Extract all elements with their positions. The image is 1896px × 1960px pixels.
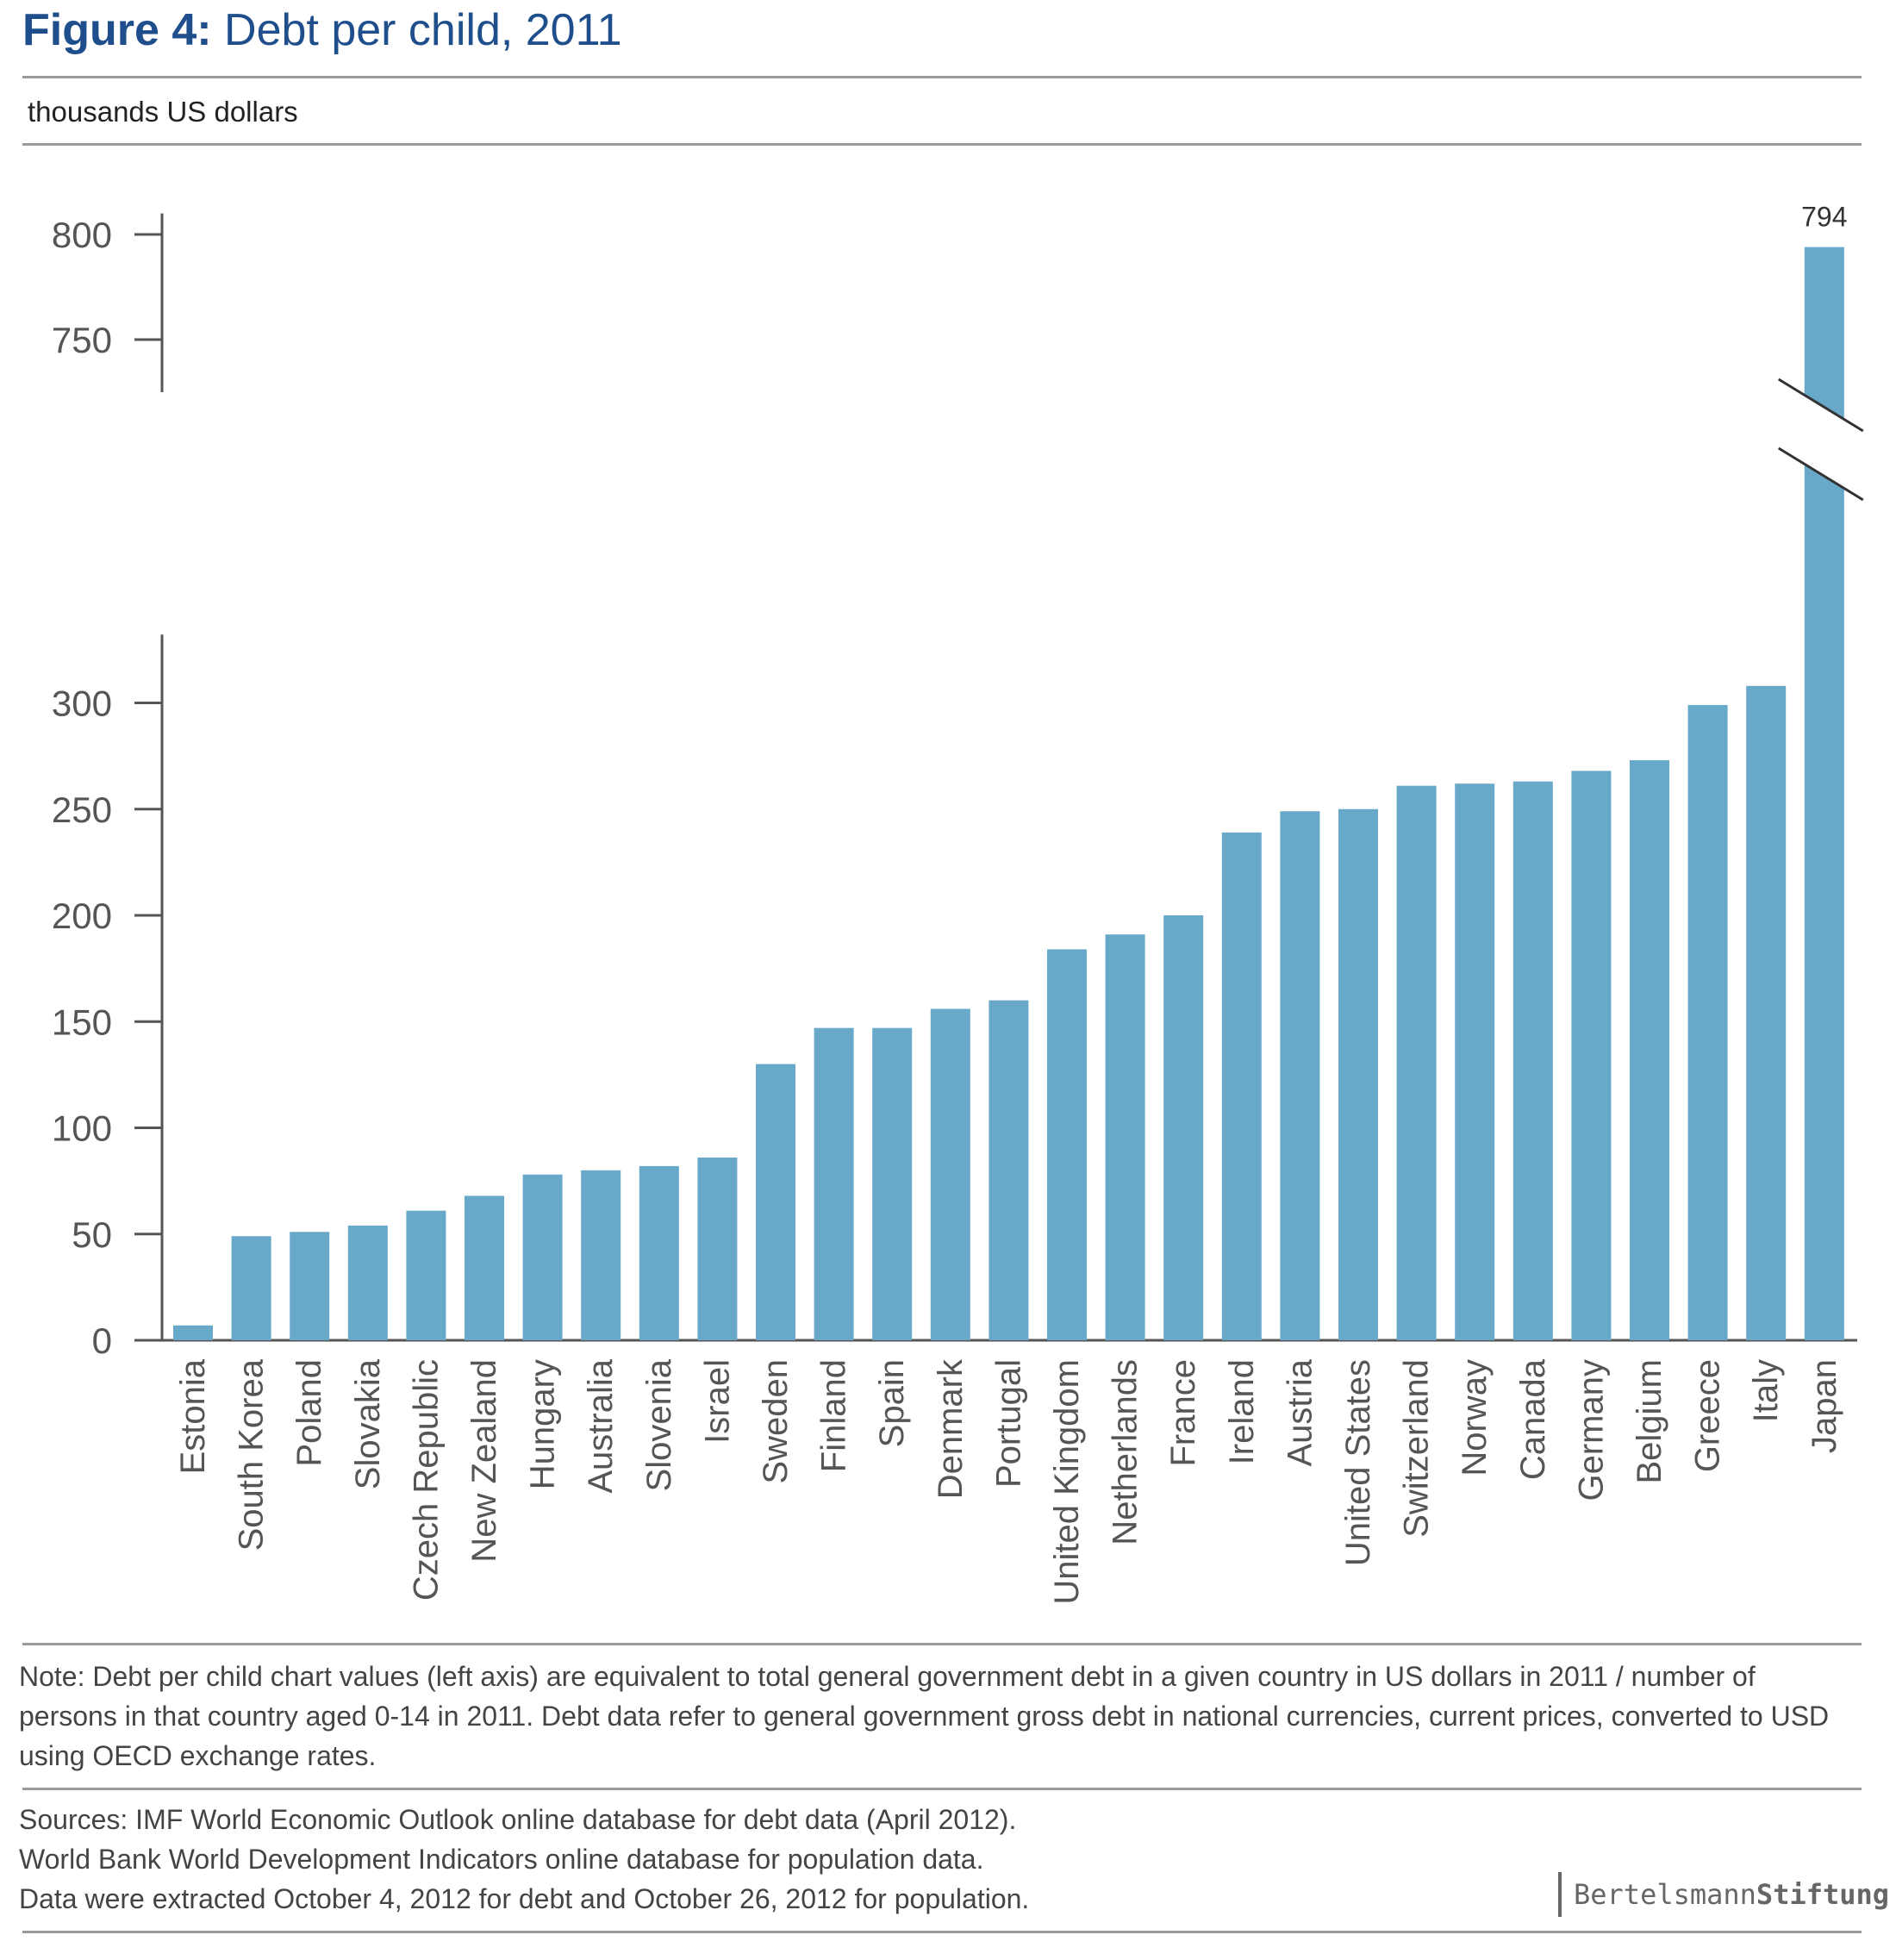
x-tick-label: Netherlands bbox=[1107, 1359, 1144, 1545]
x-tick-label: Estonia bbox=[174, 1358, 212, 1474]
note-line: using OECD exchange rates. bbox=[19, 1740, 377, 1771]
bar-ireland bbox=[1221, 832, 1262, 1340]
x-tick-label: Portugal bbox=[989, 1359, 1027, 1488]
brand-part2: Stiftung bbox=[1756, 1878, 1890, 1911]
bar-new-zealand bbox=[465, 1195, 504, 1340]
bar-united-states bbox=[1338, 808, 1378, 1340]
sources-line: World Bank World Development Indicators … bbox=[19, 1844, 984, 1875]
x-tick-label: Ireland bbox=[1223, 1359, 1261, 1464]
figure-title: Figure 4: Debt per child, 2011 bbox=[22, 2, 622, 59]
bar-hungary bbox=[522, 1174, 563, 1340]
x-tick-label: Greece bbox=[1689, 1359, 1727, 1472]
bar-slovakia bbox=[347, 1225, 388, 1340]
axis-break-gap bbox=[1778, 379, 1863, 500]
x-tick-label: Denmark bbox=[932, 1358, 970, 1499]
x-tick-label: Belgium bbox=[1631, 1359, 1668, 1484]
x-tick-label: Spain bbox=[873, 1359, 911, 1447]
bar-belgium bbox=[1630, 760, 1669, 1340]
note-line: Note: Debt per child chart values (left … bbox=[19, 1661, 1756, 1692]
bar-norway bbox=[1455, 783, 1495, 1340]
figure-title-text: Debt per child, 2011 bbox=[224, 5, 622, 55]
x-tick-label: United States bbox=[1339, 1359, 1377, 1566]
data-label: 794 bbox=[1801, 202, 1847, 233]
x-tick-label: Slovenia bbox=[640, 1358, 678, 1491]
sources-line: Sources: IMF World Economic Outlook onli… bbox=[19, 1804, 1017, 1835]
x-tick-label: Japan bbox=[1806, 1359, 1843, 1453]
footer-rule bbox=[22, 1931, 1862, 1933]
bar-chart: 0 50 100 150 200 250 300 750 800 Estonia South Kor… bbox=[52, 202, 1864, 1605]
note-line: persons in that country aged 0-14 in 201… bbox=[19, 1701, 1830, 1732]
y-tick-label: 750 bbox=[52, 320, 112, 360]
note-rule bbox=[22, 1643, 1862, 1645]
y-tick-label: 100 bbox=[52, 1108, 112, 1149]
x-tick-label: South Korea bbox=[233, 1358, 271, 1551]
axis-break-mark bbox=[1778, 446, 1864, 502]
y-tick-label: 250 bbox=[52, 790, 112, 830]
sources-line: Data were extracted October 4, 2012 for … bbox=[19, 1883, 1030, 1914]
bar-czech-republic bbox=[406, 1210, 446, 1340]
x-tick-label: Hungary bbox=[524, 1359, 562, 1489]
x-tick-label: Finland bbox=[815, 1359, 853, 1472]
bar-slovenia bbox=[639, 1165, 679, 1340]
bar-south-korea bbox=[231, 1236, 271, 1340]
bar-denmark bbox=[930, 1008, 970, 1340]
bar-portugal bbox=[989, 1000, 1029, 1340]
x-tick-label: United Kingdom bbox=[1048, 1359, 1086, 1605]
x-tick-label: Canada bbox=[1514, 1358, 1552, 1480]
sources-text: Sources: IMF World Economic Outlook onli… bbox=[19, 1800, 1846, 1919]
sources-rule bbox=[22, 1788, 1862, 1790]
brand-part1: Bertelsmann bbox=[1574, 1878, 1756, 1911]
bar-sweden bbox=[756, 1064, 795, 1340]
bar-spain bbox=[872, 1027, 913, 1340]
y-tick-label: 300 bbox=[52, 684, 112, 724]
x-tick-label: Austria bbox=[1281, 1358, 1319, 1466]
title-rule bbox=[22, 76, 1862, 78]
bar-poland bbox=[290, 1232, 330, 1340]
bar-italy bbox=[1746, 685, 1787, 1340]
x-tick-label: Australia bbox=[582, 1358, 620, 1493]
x-tick-label: France bbox=[1164, 1359, 1202, 1467]
note-text: Note: Debt per child chart values (left … bbox=[19, 1657, 1846, 1776]
bar-netherlands bbox=[1105, 934, 1145, 1340]
bar-greece bbox=[1687, 704, 1728, 1340]
bar-switzerland bbox=[1396, 785, 1437, 1340]
x-tick-label: Slovakia bbox=[349, 1358, 387, 1489]
unit-label: thousands US dollars bbox=[28, 96, 298, 128]
x-tick-label: Italy bbox=[1747, 1359, 1785, 1422]
x-tick-label: Israel bbox=[698, 1359, 736, 1444]
figure-label: Figure 4: bbox=[22, 5, 212, 55]
x-tick-label: Poland bbox=[290, 1359, 328, 1467]
bar-israel bbox=[697, 1158, 738, 1340]
unit-rule bbox=[22, 143, 1862, 146]
bar-australia bbox=[581, 1170, 621, 1340]
bar-canada bbox=[1512, 781, 1553, 1340]
bar-france bbox=[1163, 915, 1204, 1340]
x-tick-label: Sweden bbox=[757, 1359, 795, 1484]
bar-finland bbox=[814, 1027, 854, 1340]
bertelsmann-logo: BertelsmannStiftung bbox=[1558, 1872, 1889, 1917]
x-tick-label: Norway bbox=[1456, 1359, 1494, 1476]
y-tick-label: 50 bbox=[72, 1214, 112, 1255]
bar-austria bbox=[1280, 811, 1320, 1340]
x-tick-label: New Zealand bbox=[465, 1359, 503, 1563]
x-tick-label: Czech Republic bbox=[407, 1359, 445, 1601]
y-tick-label: 200 bbox=[52, 896, 112, 936]
axis-break-mark bbox=[1778, 378, 1864, 433]
y-tick-label: 800 bbox=[52, 215, 112, 255]
x-tick-label: Germany bbox=[1572, 1359, 1610, 1501]
bar-united-kingdom bbox=[1047, 949, 1087, 1340]
bar-germany bbox=[1571, 771, 1612, 1340]
x-tick-label: Switzerland bbox=[1398, 1359, 1436, 1538]
y-tick-label: 150 bbox=[52, 1002, 112, 1042]
bar-estonia bbox=[173, 1325, 213, 1340]
y-tick-label: 0 bbox=[92, 1320, 112, 1361]
